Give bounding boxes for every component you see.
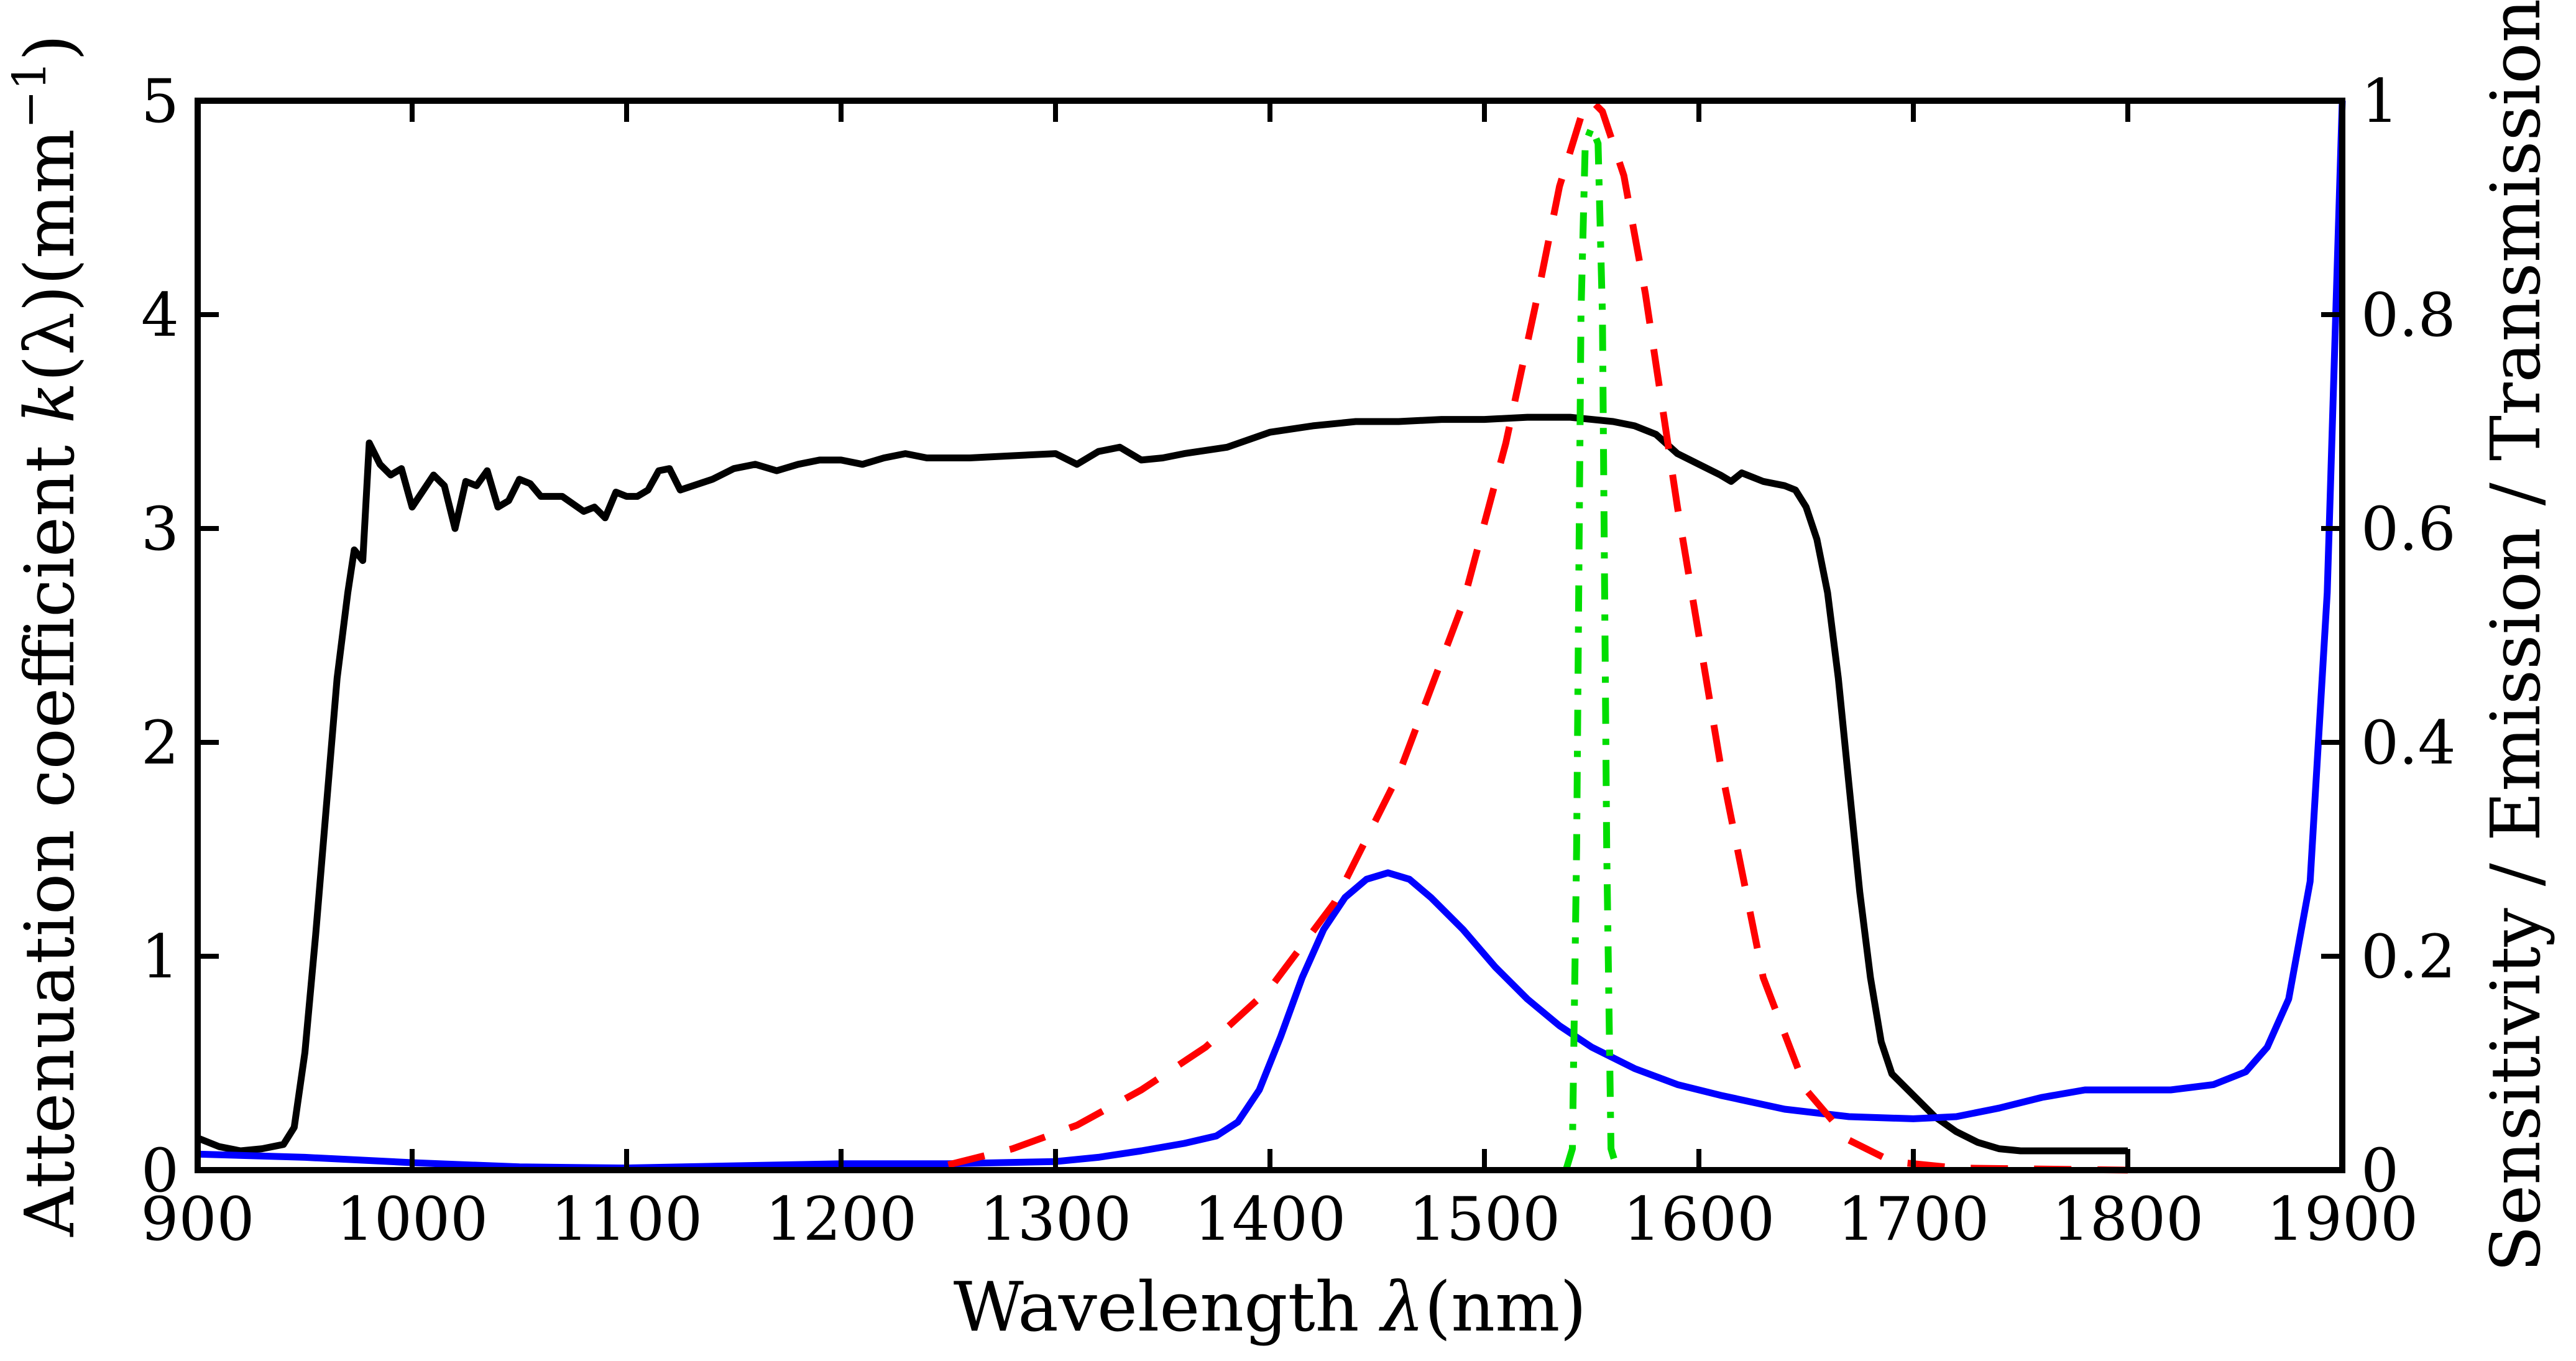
x-tick-label: 1500 <box>1409 1184 1560 1254</box>
series-line-sensitivity <box>197 100 2346 1172</box>
plot-frame <box>195 98 2345 1173</box>
series-line-emission <box>947 97 2128 1174</box>
y-left-tick-label: 0 <box>141 1136 179 1206</box>
y-left-axis-title: Attenuation coefficient k(λ)(mm−1) <box>3 34 90 1237</box>
x-tick-label: 1700 <box>1838 1184 1989 1254</box>
x-tick-label: 1600 <box>1623 1184 1775 1254</box>
x-tick-labels: 900 1000 1100 1200 1300 1400 1500 1600 1700 1800 1… <box>140 1184 2418 1254</box>
y-left-title-exp: −1 <box>3 61 57 129</box>
x-tick-label: 1300 <box>980 1184 1131 1254</box>
y-left-title-prefix: Attenuation coefficient <box>10 423 90 1237</box>
y-left-tick-labels: 0 1 2 3 4 5 <box>141 67 179 1206</box>
y-right-tick-label: 1 <box>2361 67 2399 136</box>
x-tick-label: 1100 <box>551 1184 702 1254</box>
x-tick-label: 1800 <box>2052 1184 2204 1254</box>
x-axis-title-symbol: λ <box>1379 1267 1425 1347</box>
x-axis-title: Wavelength λ(nm) <box>954 1267 1587 1347</box>
series-layer <box>196 97 2346 1174</box>
y-left-tick-label: 2 <box>141 708 179 778</box>
y-right-tick-labels: 0 0.2 0.4 0.6 0.8 1 <box>2361 67 2456 1206</box>
x-axis-title-prefix: Wavelength <box>954 1267 1381 1347</box>
y-right-tick-label: 0.4 <box>2361 708 2456 778</box>
y-left-tick-label: 3 <box>141 494 179 564</box>
y-right-axis-title: Sensitivity / Emission / Transmission <box>2476 0 2555 1272</box>
x-axis-title-suffix: (nm) <box>1424 1267 1586 1347</box>
x-tick-label: 900 <box>140 1184 254 1254</box>
x-tick-label: 1200 <box>765 1184 917 1254</box>
y-right-tick-label: 0.2 <box>2361 922 2456 992</box>
y-left-tick-label: 5 <box>141 67 179 136</box>
x-tick-label: 1400 <box>1194 1184 1346 1254</box>
series-line-transmission <box>1562 124 1621 1171</box>
y-left-title-symbol: k <box>10 382 90 423</box>
y-left-title-paren: (λ) <box>10 285 90 382</box>
y-left-title-unit: (mm <box>10 129 90 285</box>
y-right-tick-label: 0.8 <box>2361 280 2456 350</box>
series-line-attenuation-coefficient <box>196 413 2128 1155</box>
x-tick-label: 1900 <box>2266 1184 2418 1254</box>
y-left-title-close: ) <box>10 34 90 61</box>
y-left-tick-label: 4 <box>141 280 179 350</box>
y-left-tick-label: 1 <box>141 922 179 992</box>
y-right-tick-label: 0.6 <box>2361 494 2456 564</box>
x-tick-label: 1000 <box>336 1184 488 1254</box>
y-right-tick-label: 0 <box>2361 1136 2399 1206</box>
